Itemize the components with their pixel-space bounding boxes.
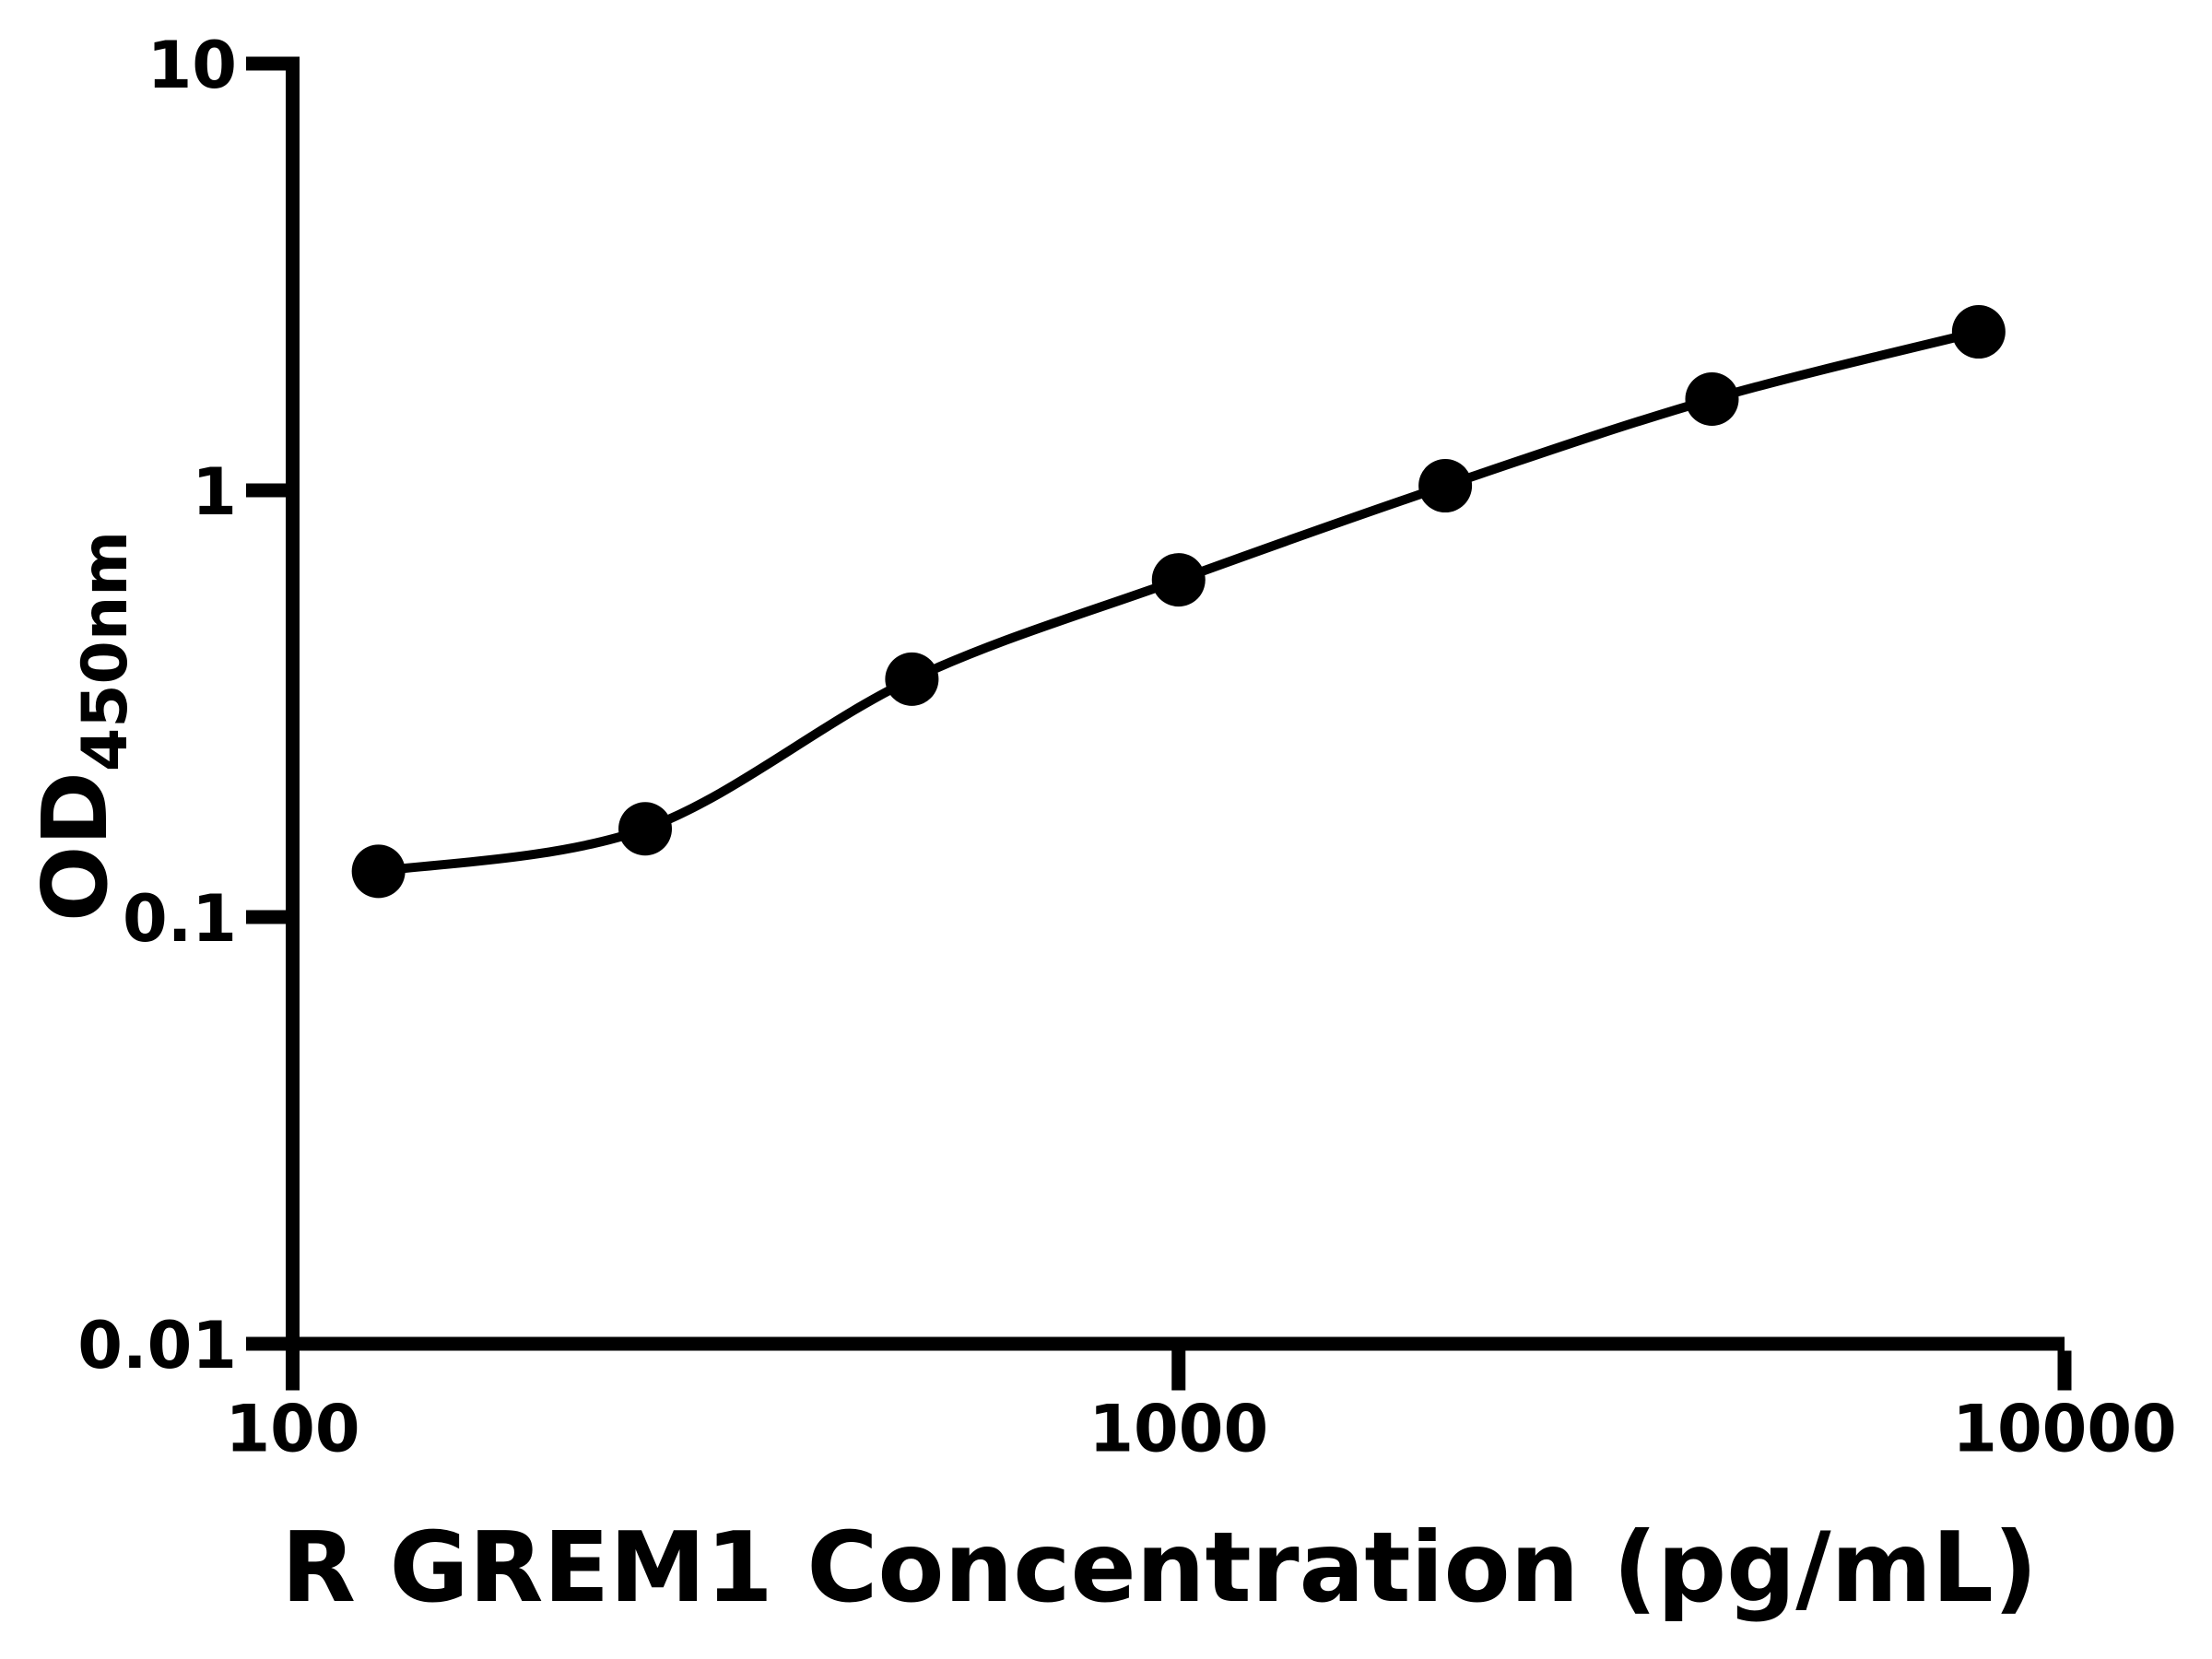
- x-axis-title: R GREM1 Concentration (pg/mL): [281, 1512, 2038, 1624]
- y-tick-label: 0.1: [123, 881, 237, 957]
- data-points-layer: [351, 305, 2006, 899]
- y-tick-label: 1: [192, 454, 237, 530]
- y-axis-title-main: OD: [23, 771, 127, 922]
- data-point: [885, 652, 939, 706]
- x-tick-label: 10000: [1952, 1392, 2177, 1467]
- data-point: [1151, 553, 1206, 607]
- data-point: [1951, 305, 2006, 359]
- data-point: [1418, 459, 1473, 513]
- data-point: [618, 802, 673, 856]
- y-tick-label: 10: [147, 28, 237, 103]
- tick-labels-layer: 10 1 0.1 0.01 100 1000 10000: [77, 28, 2176, 1467]
- data-point: [1685, 372, 1739, 427]
- axes: [286, 56, 2065, 1351]
- y-axis-title: OD450nm: [23, 531, 142, 922]
- y-tick-label: 0.01: [77, 1308, 237, 1383]
- axis-spine: [286, 56, 2065, 1351]
- data-point: [351, 844, 406, 899]
- y-axis-title-subscript: 450nm: [69, 531, 142, 771]
- x-tick-label: 1000: [1088, 1392, 1268, 1467]
- x-tick-label: 100: [225, 1392, 359, 1467]
